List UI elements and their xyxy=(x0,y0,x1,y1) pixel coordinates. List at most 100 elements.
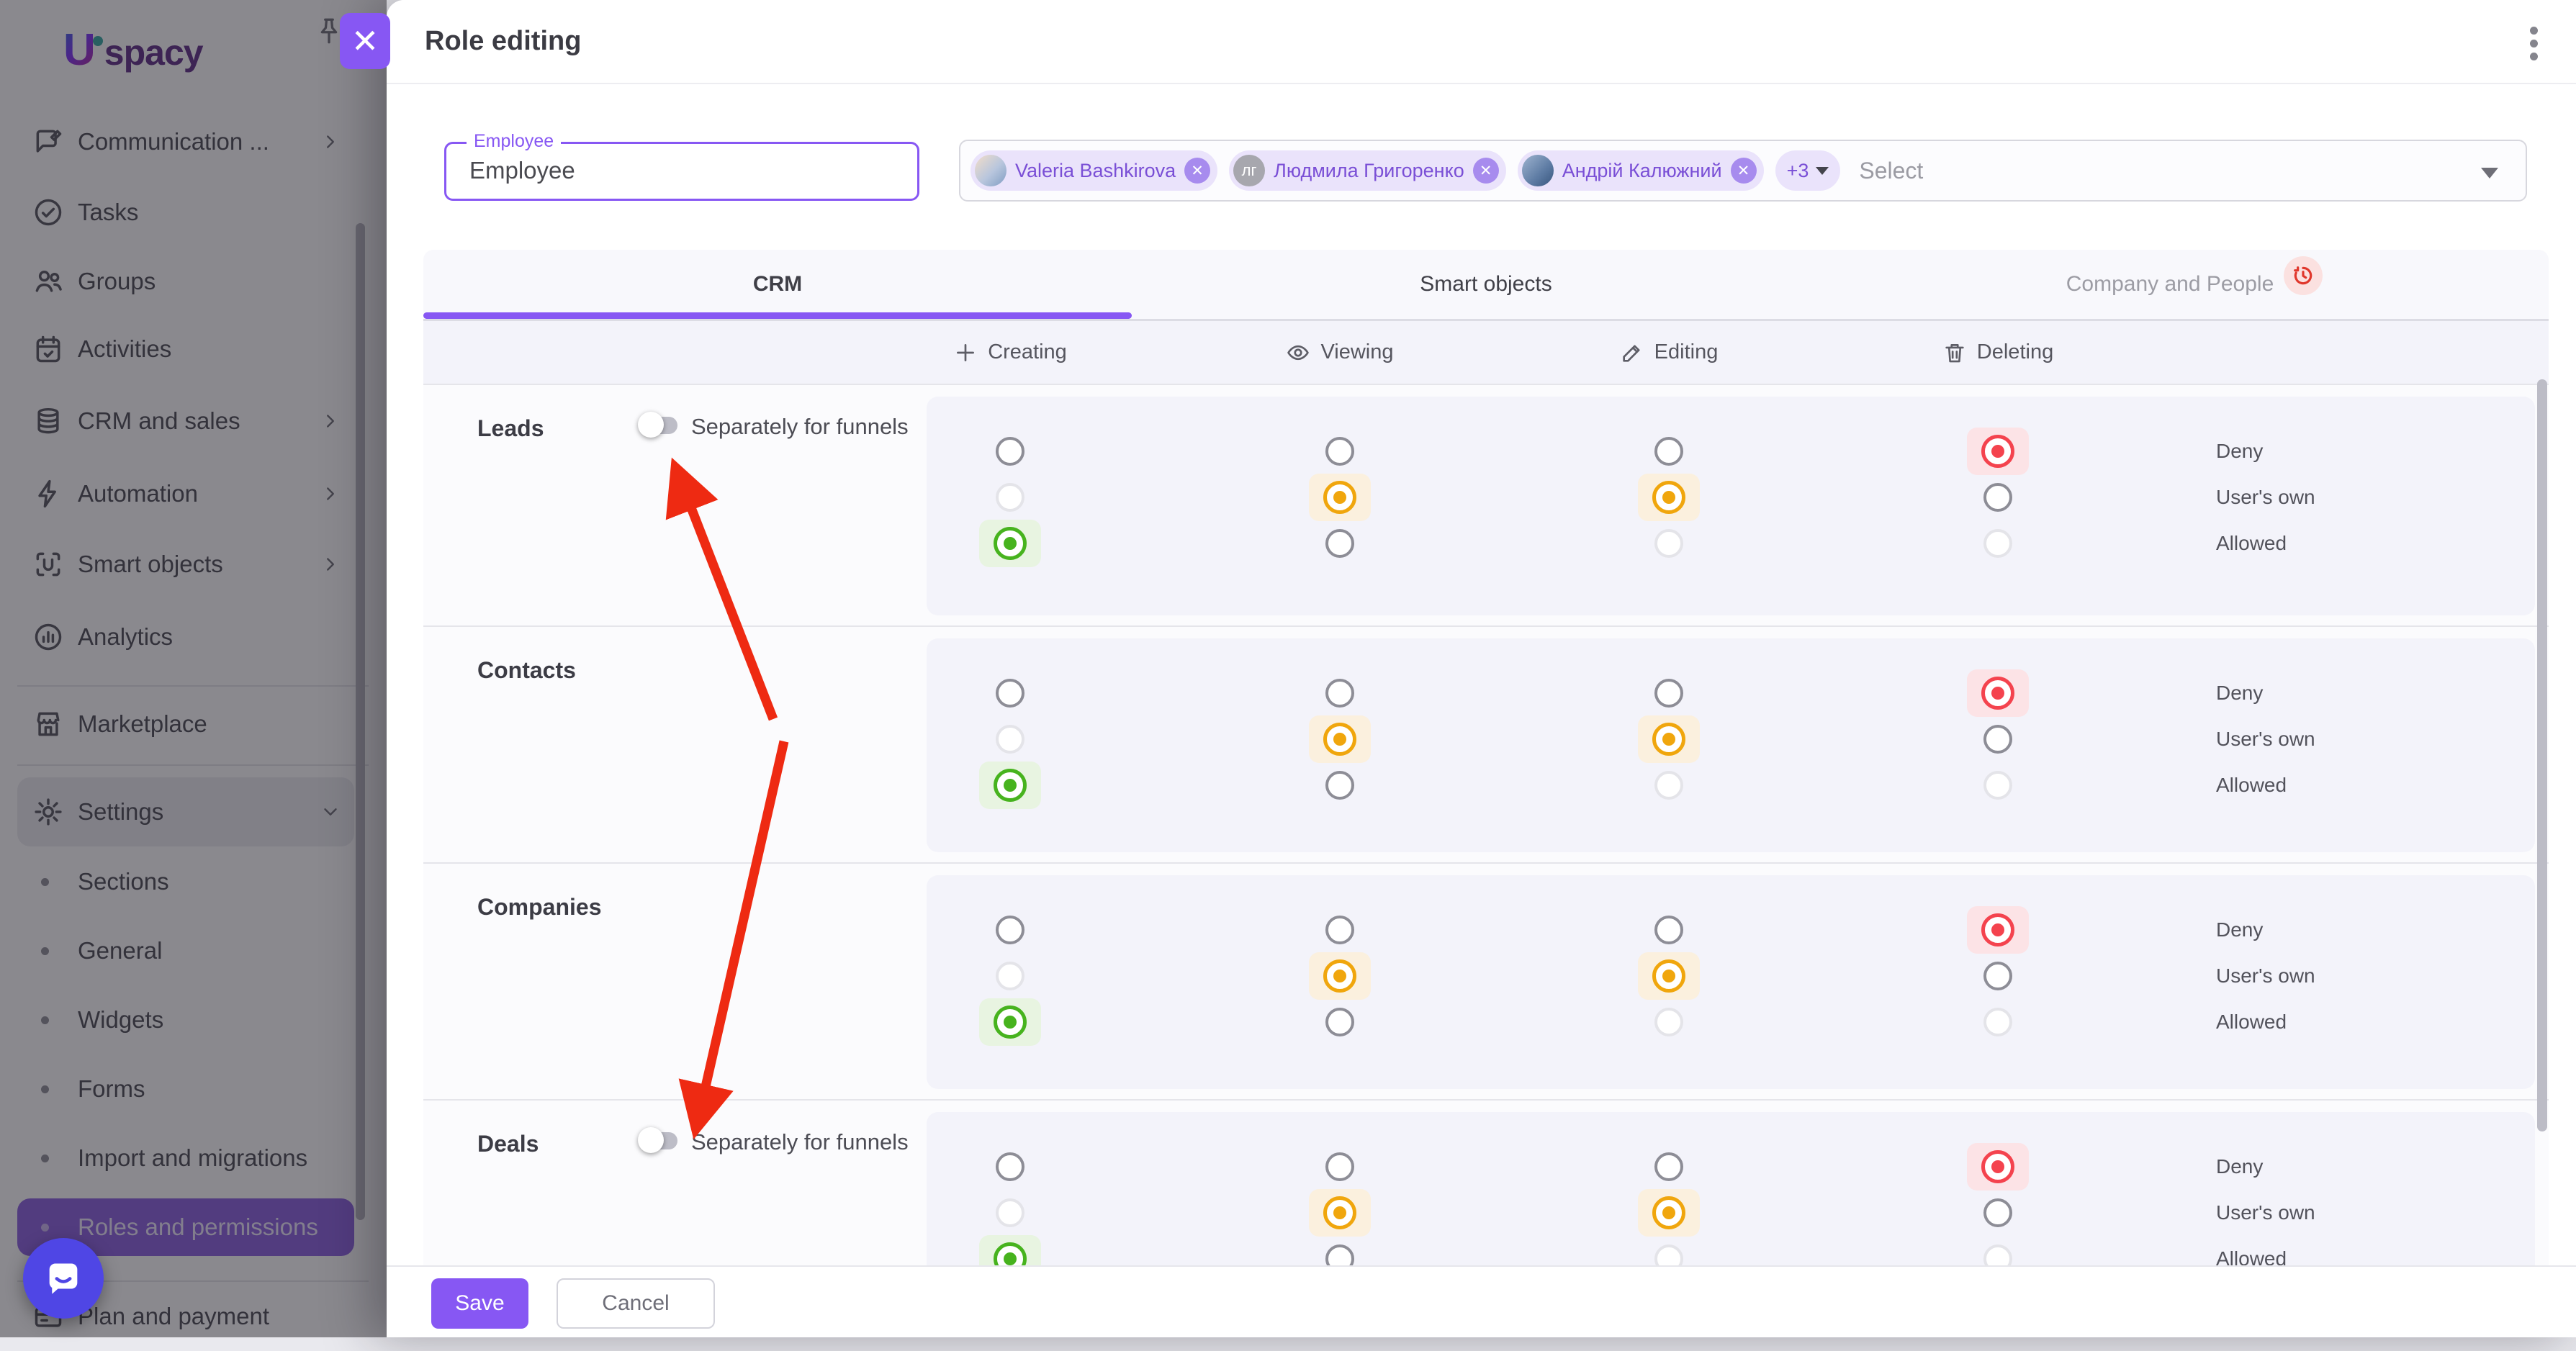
radio-deals-deleting-user-s-own[interactable] xyxy=(1983,1198,2012,1227)
tab-company-and-people[interactable]: Company and People xyxy=(1840,250,2549,319)
radio-deals-deleting-deny[interactable] xyxy=(1981,1150,2014,1183)
sidebar-item-tasks[interactable]: Tasks xyxy=(17,178,354,247)
radio-leads-viewing-deny[interactable] xyxy=(1325,437,1354,466)
permission-level-label: User's own xyxy=(2216,728,2315,750)
radio-companies-creating-user-s-own[interactable] xyxy=(996,962,1024,990)
sidebar-item-activities[interactable]: Activities xyxy=(17,315,354,384)
permissions-panel: Deny User's own Allowed xyxy=(927,397,2535,615)
radio-contacts-editing-deny[interactable] xyxy=(1654,679,1683,708)
radio-contacts-viewing-deny[interactable] xyxy=(1325,679,1354,708)
radio-contacts-deleting-deny[interactable] xyxy=(1981,677,2014,710)
radio-leads-editing-allowed[interactable] xyxy=(1654,529,1683,558)
radio-deals-viewing-user-s-own[interactable] xyxy=(1323,1196,1356,1229)
tab-smart-objects[interactable]: Smart objects xyxy=(1132,250,1840,319)
sidebar-item-smart-objects[interactable]: Smart objects xyxy=(17,530,354,599)
radio-leads-viewing-allowed[interactable] xyxy=(1325,529,1354,558)
radio-contacts-creating-deny[interactable] xyxy=(996,679,1024,708)
sidebar-item-label: Widgets xyxy=(78,1006,164,1033)
sidebar-item-communication[interactable]: Communication ... xyxy=(17,107,354,176)
radio-leads-deleting-deny[interactable] xyxy=(1981,435,2014,468)
column-headers: Creating Viewing Editing Deleting xyxy=(423,321,2549,384)
separately-for-funnels-toggle[interactable] xyxy=(638,1127,677,1153)
radio-deals-viewing-deny[interactable] xyxy=(1325,1152,1354,1181)
chevron-down-icon[interactable] xyxy=(2481,168,2498,179)
logo-letter: U xyxy=(63,25,96,75)
radio-deals-editing-deny[interactable] xyxy=(1654,1152,1683,1181)
radio-contacts-creating-allowed[interactable] xyxy=(994,769,1027,802)
radio-deals-creating-user-s-own[interactable] xyxy=(996,1198,1024,1227)
radio-leads-deleting-user-s-own[interactable] xyxy=(1983,483,2012,512)
radio-deals-creating-deny[interactable] xyxy=(996,1152,1024,1181)
chip-remove-icon[interactable]: ✕ xyxy=(1472,158,1499,184)
radio-contacts-editing-user-s-own[interactable] xyxy=(1652,723,1685,756)
radio-leads-creating-deny[interactable] xyxy=(996,437,1024,466)
employee-multiselect[interactable]: Valeria Bashkirova ✕ лг Людмила Григоренко ✕… xyxy=(959,140,2527,202)
avatar xyxy=(975,155,1006,186)
radio-companies-viewing-allowed[interactable] xyxy=(1325,1008,1354,1036)
radio-deals-deleting-allowed[interactable] xyxy=(1983,1244,2012,1265)
sidebar-item-widgets[interactable]: Widgets xyxy=(17,991,354,1049)
radio-contacts-viewing-user-s-own[interactable] xyxy=(1323,723,1356,756)
radio-companies-editing-deny[interactable] xyxy=(1654,916,1683,944)
radio-deals-editing-allowed[interactable] xyxy=(1654,1244,1683,1265)
employee-field[interactable]: Employee Employee xyxy=(444,131,919,201)
avatar: лг xyxy=(1233,155,1266,186)
tab-crm[interactable]: CRM xyxy=(423,250,1132,319)
radio-contacts-viewing-allowed[interactable] xyxy=(1325,771,1354,800)
row-label: Companies xyxy=(477,894,602,920)
sidebar-scrollbar[interactable] xyxy=(356,223,365,1220)
employee-chip-людмила-григоренко[interactable]: лг Людмила Григоренко ✕ xyxy=(1229,150,1506,191)
radio-leads-viewing-user-s-own[interactable] xyxy=(1323,481,1356,514)
column-header-label: Viewing xyxy=(1320,340,1394,363)
permission-level-label: Allowed xyxy=(2216,774,2287,796)
sidebar-item-crm-and-sales[interactable]: CRM and sales xyxy=(17,387,354,456)
chip-remove-icon[interactable]: ✕ xyxy=(1730,158,1757,184)
radio-companies-editing-allowed[interactable] xyxy=(1654,1008,1683,1036)
radio-contacts-deleting-user-s-own[interactable] xyxy=(1983,725,2012,754)
sidebar-item-automation[interactable]: Automation xyxy=(17,459,354,528)
radio-contacts-deleting-allowed[interactable] xyxy=(1983,771,2012,800)
radio-deals-editing-user-s-own[interactable] xyxy=(1652,1196,1685,1229)
sidebar-item-marketplace[interactable]: Marketplace xyxy=(17,690,354,759)
permissions-table: CRM Smart objects Company and People Creat… xyxy=(423,250,2549,1265)
radio-leads-creating-allowed[interactable] xyxy=(994,527,1027,560)
radio-companies-deleting-user-s-own[interactable] xyxy=(1983,962,2012,990)
sidebar-item-sections[interactable]: Sections xyxy=(17,853,354,911)
radio-companies-viewing-deny[interactable] xyxy=(1325,916,1354,944)
radio-leads-editing-deny[interactable] xyxy=(1654,437,1683,466)
radio-companies-viewing-user-s-own[interactable] xyxy=(1323,959,1356,993)
radio-deals-viewing-allowed[interactable] xyxy=(1325,1244,1354,1265)
radio-contacts-editing-allowed[interactable] xyxy=(1654,771,1683,800)
employee-chip-андрій-калюжний[interactable]: Андрій Калюжний ✕ xyxy=(1517,150,1764,191)
radio-companies-deleting-allowed[interactable] xyxy=(1983,1008,2012,1036)
radio-deals-creating-allowed[interactable] xyxy=(994,1242,1027,1265)
sidebar-item-groups[interactable]: Groups xyxy=(17,247,354,316)
permission-level-label: Deny xyxy=(2216,918,2264,941)
radio-companies-deleting-deny[interactable] xyxy=(1981,913,2014,946)
radio-companies-editing-user-s-own[interactable] xyxy=(1652,959,1685,993)
sidebar-item-import-and-migrations[interactable]: Import and migrations xyxy=(17,1129,354,1187)
sidebar-item-analytics[interactable]: Analytics xyxy=(17,602,354,672)
radio-companies-creating-allowed[interactable] xyxy=(994,1006,1027,1039)
radio-leads-creating-user-s-own[interactable] xyxy=(996,483,1024,512)
pencil-icon xyxy=(1620,340,1644,365)
radio-companies-creating-deny[interactable] xyxy=(996,916,1024,944)
radio-contacts-creating-user-s-own[interactable] xyxy=(996,725,1024,754)
chip-remove-icon[interactable]: ✕ xyxy=(1184,158,1211,184)
close-drawer-button[interactable]: ✕ xyxy=(340,13,390,69)
radio-leads-editing-user-s-own[interactable] xyxy=(1652,481,1685,514)
table-scrollbar[interactable] xyxy=(2537,379,2547,1131)
more-chips-button[interactable]: +3 xyxy=(1775,150,1841,191)
permission-level-label: Deny xyxy=(2216,440,2264,462)
separately-for-funnels-toggle[interactable] xyxy=(638,412,677,438)
kebab-menu-icon[interactable] xyxy=(2519,22,2548,65)
radio-leads-deleting-allowed[interactable] xyxy=(1983,529,2012,558)
employee-chip-valeria-bashkirova[interactable]: Valeria Bashkirova ✕ xyxy=(970,150,1218,191)
cancel-button[interactable]: Cancel xyxy=(557,1278,715,1329)
sidebar-item-forms[interactable]: Forms xyxy=(17,1060,354,1118)
sidebar-item-settings[interactable]: Settings xyxy=(17,777,354,846)
sidebar-item-general[interactable]: General xyxy=(17,922,354,980)
chat-widget-button[interactable] xyxy=(23,1238,104,1319)
save-button[interactable]: Save xyxy=(431,1278,528,1329)
employee-field-label: Employee xyxy=(467,131,562,152)
